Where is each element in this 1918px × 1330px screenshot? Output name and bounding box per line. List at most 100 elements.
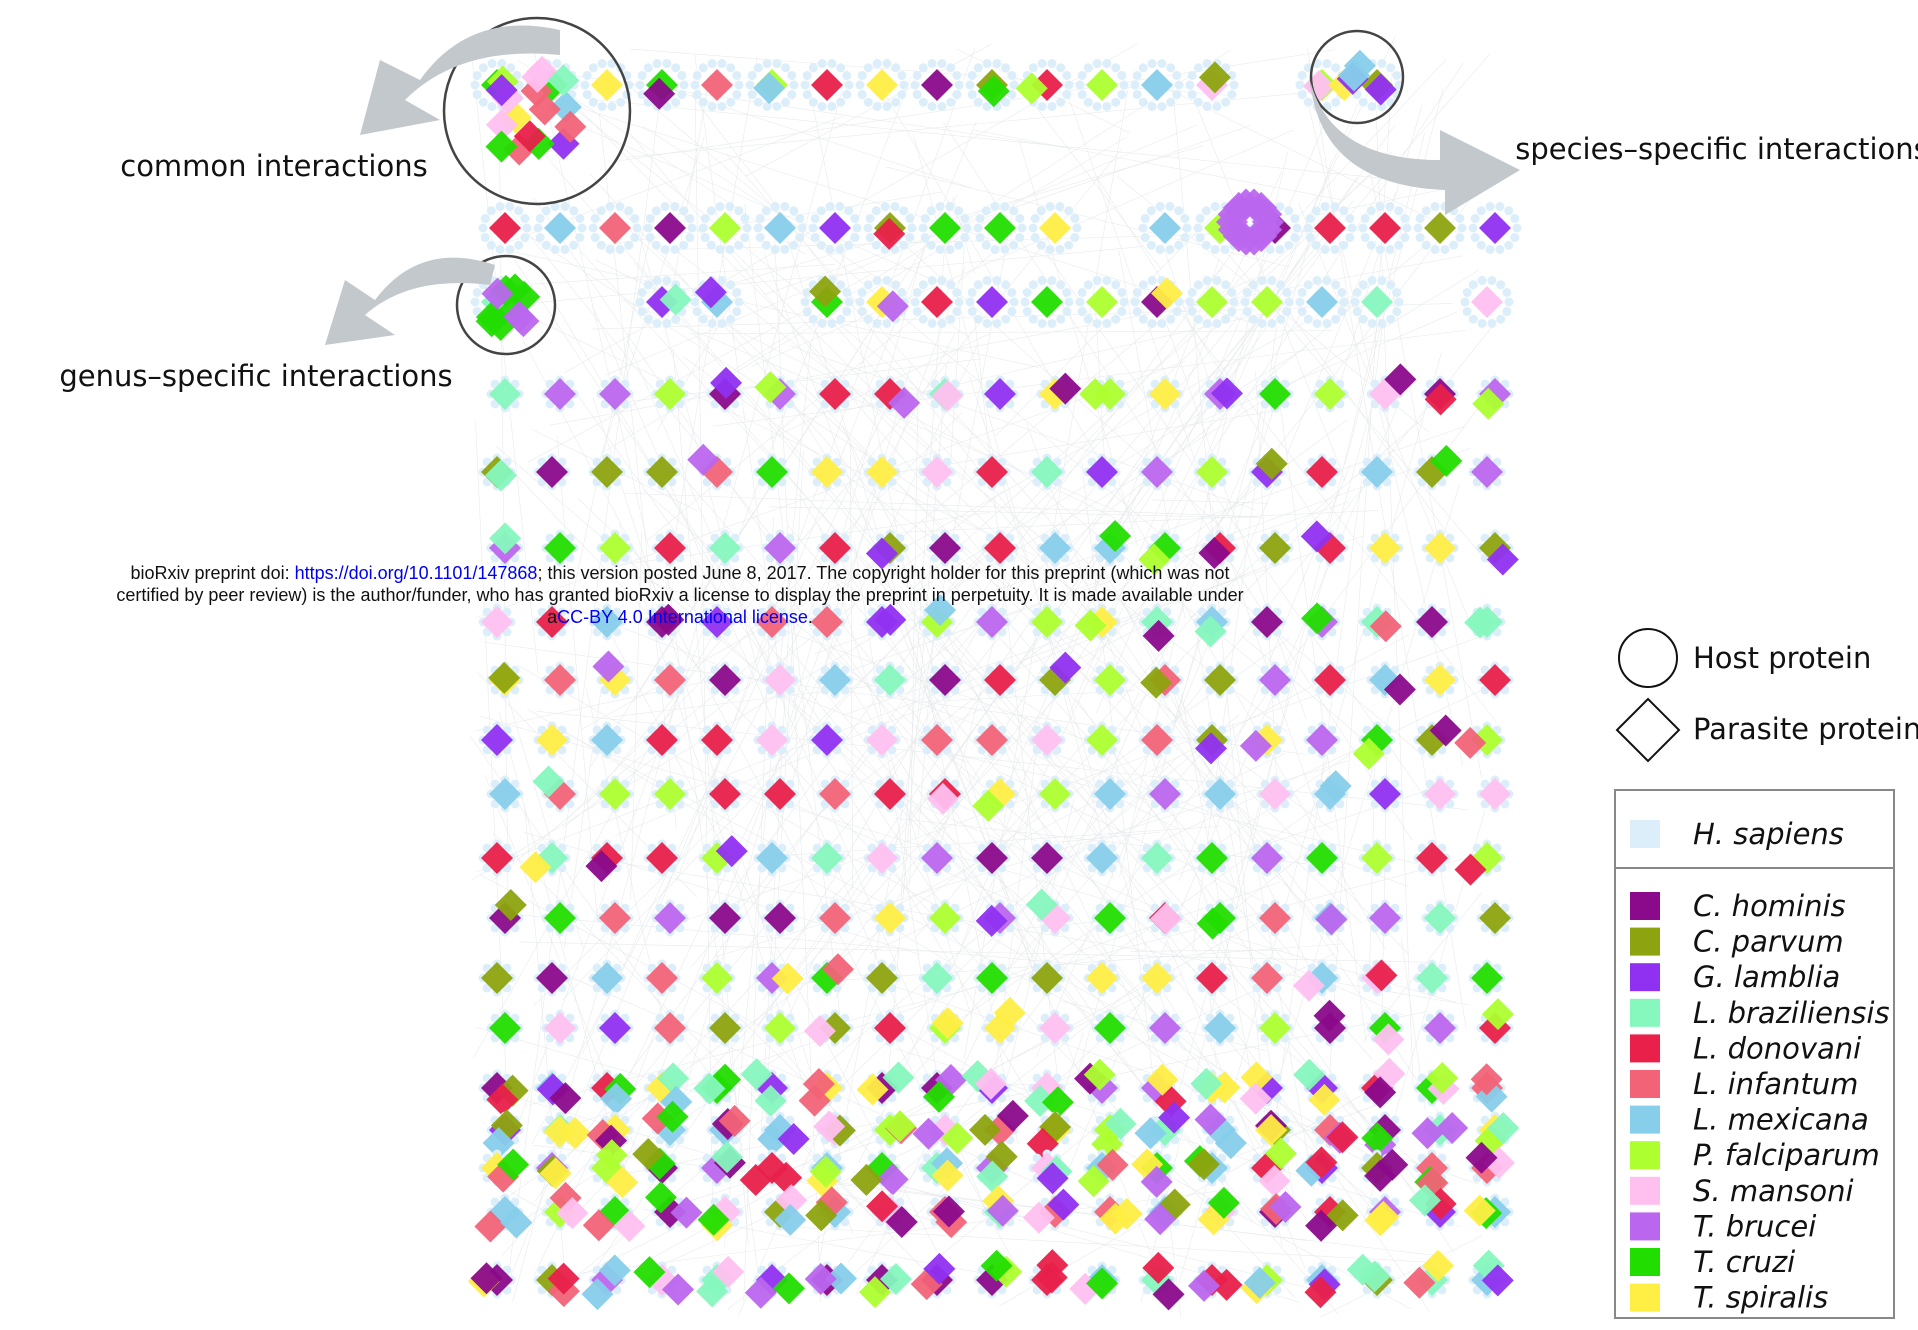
edge [814,425,1466,655]
parasite-protein [474,1210,507,1243]
parasite-protein [764,1012,796,1044]
parasite-protein [1315,903,1348,936]
host-protein [1360,213,1370,223]
host-protein [1375,202,1385,212]
parasite-protein [709,902,741,934]
host-protein [960,233,970,243]
host-protein [472,70,482,80]
parasite-protein [1031,606,1063,638]
parasite-protein [1031,842,1063,874]
host-protein [1047,276,1057,286]
host-protein [926,206,936,216]
host-protein [1166,314,1176,324]
host-protein [520,213,530,223]
host-protein [1282,307,1292,317]
host-protein [541,206,551,216]
host-protein [1111,97,1121,107]
edge [591,303,1453,330]
parasite-protein [1194,732,1227,765]
parasite-protein [764,778,796,810]
edge [471,270,1479,880]
parasite-protein [879,1263,912,1296]
parasite-protein [976,456,1008,488]
host-protein [1240,297,1250,307]
host-protein [1510,233,1520,243]
parasite-protein [591,606,623,638]
host-protein [1311,240,1321,250]
parasite-protein [1369,778,1401,810]
parasite-protein [709,664,741,696]
parasite-protein [825,1262,858,1295]
host-protein [1375,244,1385,254]
host-protein [857,307,867,317]
parasite-protein [756,456,788,488]
parasite-protein [1210,1268,1243,1301]
host-protein [1468,223,1478,233]
parasite-protein [921,456,953,488]
host-protein [770,244,780,254]
host-protein [1077,287,1087,297]
host-protein [1037,276,1047,286]
parasite-protein [932,1195,965,1228]
host-protein [1072,223,1082,233]
parasite-protein [1314,378,1346,410]
parasite-protein [1187,1148,1220,1181]
host-protein [937,59,947,69]
host-protein [607,101,617,111]
host-protein [1193,63,1203,73]
host-protein [946,97,956,107]
parasite-protein [632,1138,665,1171]
host-protein [1083,97,1093,107]
host-protein [761,206,771,216]
host-protein [1229,297,1239,307]
edge [1037,240,1423,794]
host-protein [470,297,480,307]
host-protein [1117,90,1127,100]
parasite-protein [1015,72,1048,105]
legend-swatch [1630,963,1660,992]
parasite-protein [536,606,568,638]
host-protein [1138,280,1148,290]
parasite-protein [599,778,631,810]
parasite-protein [556,1197,589,1230]
parasite-protein [599,378,631,410]
host-protein [1092,101,1102,111]
shape-legend-label: Host protein [1693,641,1871,675]
host-protein [982,101,992,111]
parasite-protein [980,1249,1013,1282]
host-protein [981,240,991,250]
host-protein [1305,233,1315,243]
host-protein [1036,206,1046,216]
host-protein [660,244,670,254]
parasite-protein [536,456,568,488]
license-link[interactable]: CC-BY 4.0 International license [557,607,808,627]
host-protein [1430,202,1440,212]
annotation: common interactions [120,149,427,183]
parasite-protein [657,1062,690,1095]
parasite-protein [613,1209,646,1242]
edge [525,849,1501,1107]
host-protein [715,244,725,254]
parasite-protein [883,1110,916,1143]
legend-label: L. mexicana [1693,1103,1869,1137]
parasite-protein [633,1256,666,1289]
host-protein [700,233,710,243]
host-protein [836,63,846,73]
parasite-protein [519,851,552,884]
host-protein [802,90,812,100]
host-protein [1138,97,1148,107]
doi-link[interactable]: https://doi.org/10.1101/147868 [295,563,538,583]
host-protein [1015,213,1025,223]
host-protein [1400,213,1410,223]
parasite-protein [1369,610,1402,643]
host-protein [1440,244,1450,254]
parasite-protein [1086,724,1118,756]
parasite-protein [489,1012,521,1044]
host-protein [844,80,854,90]
host-protein [1415,213,1425,223]
host-protein [772,59,782,69]
host-protein [560,202,570,212]
host-protein [1009,206,1019,216]
host-protein [582,70,592,80]
parasite-protein [865,537,898,570]
